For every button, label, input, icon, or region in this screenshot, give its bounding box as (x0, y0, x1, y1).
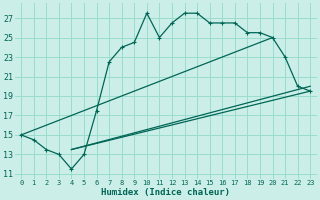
X-axis label: Humidex (Indice chaleur): Humidex (Indice chaleur) (101, 188, 230, 197)
